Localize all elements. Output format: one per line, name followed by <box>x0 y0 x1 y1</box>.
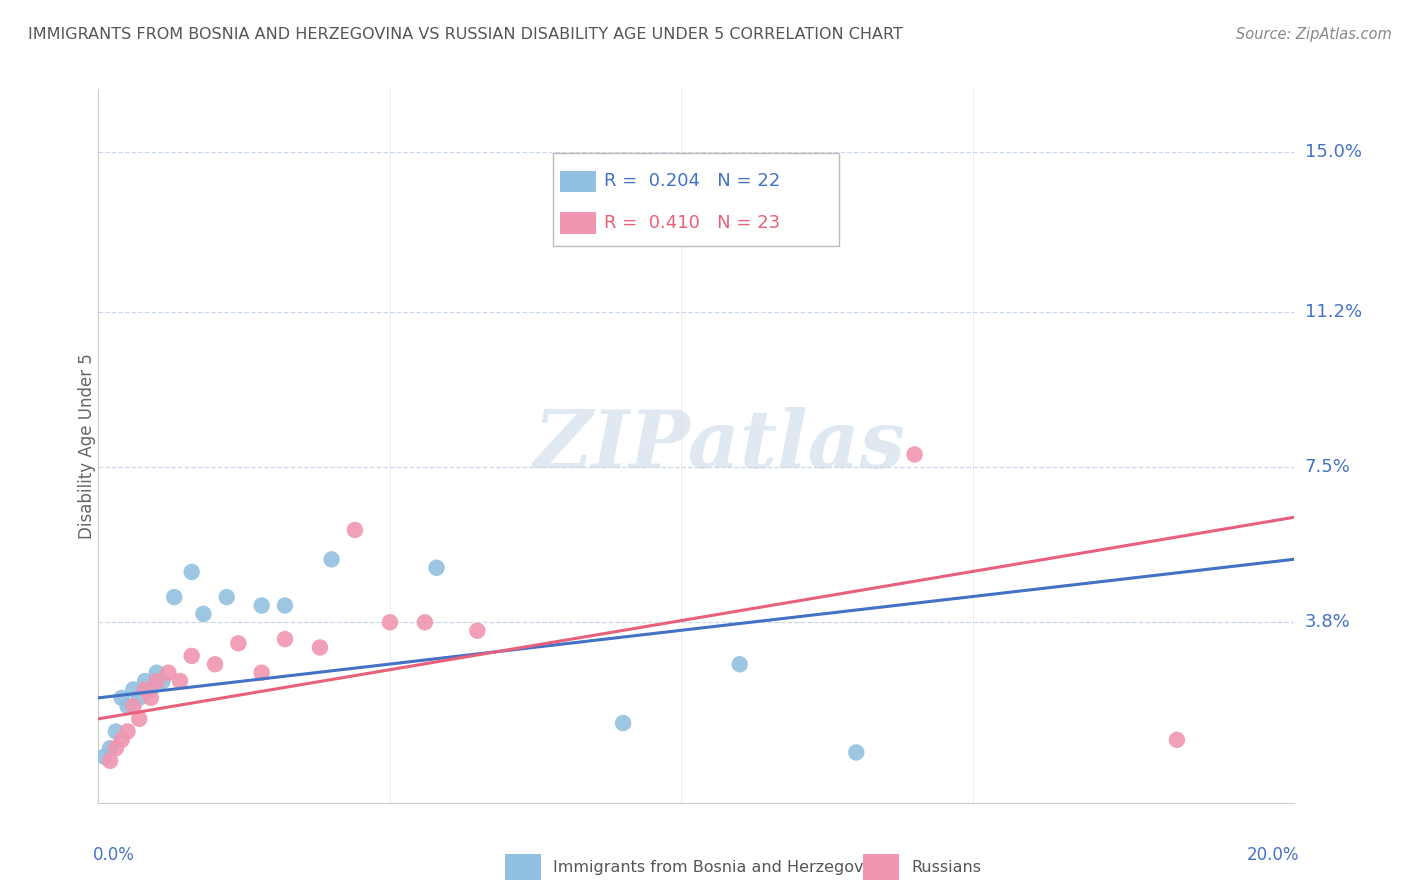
Point <box>145 674 167 689</box>
Point <box>343 523 366 537</box>
Point <box>98 754 121 768</box>
Point <box>117 724 139 739</box>
Point <box>309 640 332 655</box>
Text: 11.2%: 11.2% <box>1305 302 1362 321</box>
Point <box>134 682 156 697</box>
Text: 0.0%: 0.0% <box>93 846 135 863</box>
Point <box>93 749 115 764</box>
Point <box>250 665 273 680</box>
Point <box>128 690 150 705</box>
Text: 15.0%: 15.0% <box>1305 143 1361 161</box>
Point <box>111 732 134 747</box>
Point <box>274 599 297 613</box>
FancyBboxPatch shape <box>560 170 596 192</box>
FancyBboxPatch shape <box>560 212 596 234</box>
Point <box>139 690 162 705</box>
Point <box>215 590 238 604</box>
Point <box>104 741 127 756</box>
Text: 20.0%: 20.0% <box>1247 846 1299 863</box>
Point <box>903 447 925 461</box>
Point <box>728 657 751 672</box>
FancyBboxPatch shape <box>505 855 540 880</box>
Point <box>378 615 401 630</box>
Point <box>117 699 139 714</box>
Text: 7.5%: 7.5% <box>1305 458 1351 476</box>
Text: Source: ZipAtlas.com: Source: ZipAtlas.com <box>1236 27 1392 42</box>
Point <box>228 636 250 650</box>
Point <box>250 599 273 613</box>
Text: ZIPatlas: ZIPatlas <box>534 408 905 484</box>
Point <box>152 674 174 689</box>
Point <box>169 674 191 689</box>
Point <box>98 741 121 756</box>
Point <box>1166 732 1188 747</box>
Point <box>139 682 162 697</box>
Point <box>104 724 127 739</box>
Point <box>845 746 868 760</box>
Point <box>425 560 447 574</box>
Point <box>204 657 226 672</box>
Text: Immigrants from Bosnia and Herzegovina: Immigrants from Bosnia and Herzegovina <box>553 860 887 874</box>
Point <box>163 590 186 604</box>
Point <box>145 665 167 680</box>
Point <box>413 615 436 630</box>
Text: 3.8%: 3.8% <box>1305 614 1350 632</box>
Point <box>122 682 145 697</box>
Point <box>274 632 297 646</box>
Point <box>134 674 156 689</box>
Point <box>122 699 145 714</box>
Point <box>180 565 202 579</box>
Point <box>128 712 150 726</box>
Text: R =  0.410   N = 23: R = 0.410 N = 23 <box>605 214 780 232</box>
Text: R =  0.204   N = 22: R = 0.204 N = 22 <box>605 172 780 190</box>
Point <box>180 648 202 663</box>
Point <box>193 607 215 621</box>
FancyBboxPatch shape <box>553 153 839 246</box>
Point <box>111 690 134 705</box>
Point <box>321 552 343 566</box>
Y-axis label: Disability Age Under 5: Disability Age Under 5 <box>79 353 96 539</box>
FancyBboxPatch shape <box>863 855 900 880</box>
Point <box>612 716 634 731</box>
Point <box>157 665 180 680</box>
Text: IMMIGRANTS FROM BOSNIA AND HERZEGOVINA VS RUSSIAN DISABILITY AGE UNDER 5 CORRELA: IMMIGRANTS FROM BOSNIA AND HERZEGOVINA V… <box>28 27 903 42</box>
Text: Russians: Russians <box>911 860 981 874</box>
Point <box>467 624 489 638</box>
